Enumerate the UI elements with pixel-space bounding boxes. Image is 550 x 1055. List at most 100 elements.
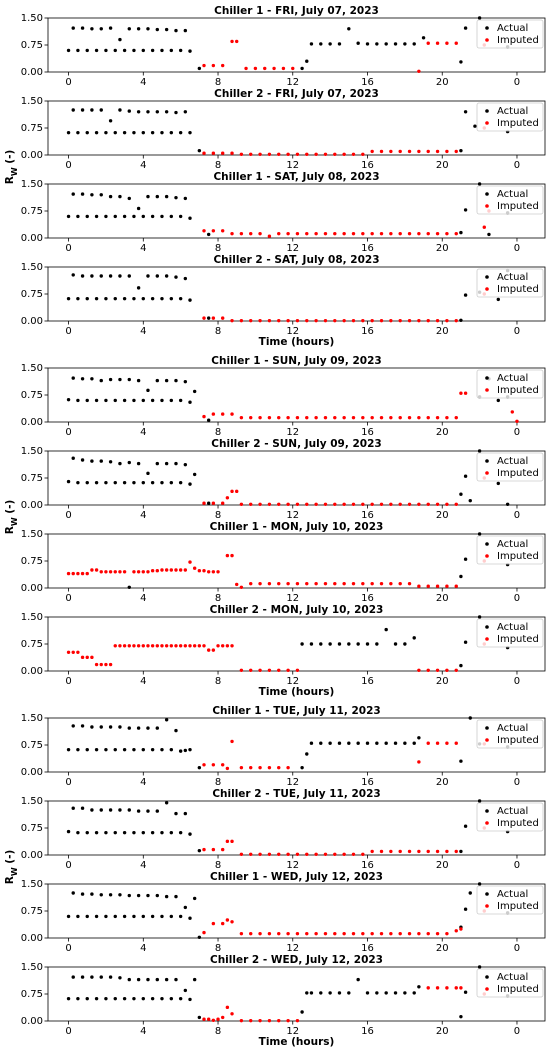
data-point	[164, 274, 169, 278]
data-point	[459, 391, 463, 395]
data-point	[118, 808, 122, 812]
data-point	[122, 130, 127, 135]
data-point	[155, 274, 160, 278]
x-tick-label: 8	[215, 860, 221, 871]
data-point	[337, 991, 342, 995]
y-tick-label: 0.00	[21, 767, 43, 778]
data-point	[183, 110, 188, 114]
data-point	[323, 231, 328, 236]
data-point	[118, 108, 122, 112]
data-point	[127, 377, 131, 382]
data-point	[454, 929, 458, 933]
legend-box	[476, 19, 544, 49]
data-point	[66, 996, 71, 1001]
data-point	[435, 584, 440, 588]
data-point	[258, 765, 262, 770]
legend-box	[476, 102, 544, 132]
data-point	[76, 48, 80, 53]
data-point	[426, 931, 430, 936]
legend-box	[476, 618, 544, 648]
data-point	[85, 655, 89, 660]
data-point	[454, 318, 458, 323]
data-point	[267, 765, 272, 770]
x-tick-label: 16	[361, 326, 374, 337]
y-tick-label: 0.00	[21, 150, 43, 161]
data-point	[445, 668, 449, 672]
data-point	[80, 108, 85, 112]
x-tick-label: 12	[286, 510, 299, 521]
data-point	[267, 502, 272, 506]
y-tick-label: 0.00	[21, 316, 43, 327]
data-point	[370, 415, 374, 420]
data-point	[426, 231, 430, 236]
data-point	[108, 808, 113, 812]
data-point	[286, 852, 290, 856]
legend-label: Actual	[497, 806, 528, 817]
data-point	[454, 584, 458, 588]
data-point	[435, 415, 440, 420]
data-point	[174, 110, 178, 115]
x-tick-label: 0	[514, 860, 520, 871]
data-point	[230, 231, 234, 236]
data-point	[174, 378, 178, 383]
data-point	[417, 149, 421, 154]
data-point	[463, 391, 468, 395]
x-tick-label: 12	[286, 943, 299, 954]
y-tick-label: 0.00	[21, 233, 43, 244]
data-point	[286, 581, 290, 586]
data-point	[160, 996, 164, 1001]
data-point	[249, 231, 253, 236]
data-point	[127, 196, 131, 201]
x-tick-label: 4	[140, 943, 146, 954]
data-point	[277, 415, 281, 420]
data-point	[211, 763, 216, 767]
data-point	[71, 571, 75, 576]
data-point	[174, 195, 178, 200]
data-point	[108, 893, 113, 897]
x-tick-label: 8	[215, 1026, 221, 1037]
data-point	[85, 480, 89, 485]
data-point	[118, 976, 122, 980]
data-point	[230, 151, 234, 155]
x-tick-label: 0	[514, 427, 520, 438]
x-tick-label: 0	[65, 160, 71, 171]
data-point	[104, 830, 108, 835]
data-point	[150, 214, 155, 219]
data-point	[127, 808, 131, 812]
data-point	[160, 747, 164, 752]
data-point	[150, 569, 155, 573]
data-point	[178, 214, 183, 219]
data-point	[496, 481, 500, 486]
data-point	[146, 388, 150, 393]
data-point	[211, 151, 216, 155]
data-point	[85, 398, 89, 403]
data-point	[113, 914, 117, 919]
x-tick-label: 16	[361, 943, 374, 954]
x-tick-label: 16	[361, 510, 374, 521]
data-point	[141, 570, 145, 574]
data-point	[80, 377, 85, 381]
data-point	[220, 501, 225, 505]
data-point	[463, 474, 468, 478]
data-point	[132, 914, 136, 919]
data-point	[379, 931, 384, 936]
data-point	[202, 63, 206, 68]
data-point	[258, 581, 262, 586]
data-point	[463, 293, 468, 297]
y-tick-label: 1.50	[21, 713, 43, 724]
x-axis-label: Time (hours)	[259, 1036, 335, 1048]
data-point	[66, 829, 71, 834]
chart-title: Chiller 1 - SUN, July 09, 2023	[211, 355, 381, 367]
data-point	[99, 459, 103, 463]
x-tick-label: 0	[65, 777, 71, 788]
data-point	[314, 852, 318, 856]
data-point	[113, 570, 117, 574]
data-point	[66, 571, 71, 576]
chart-title: Chiller 2 - TUE, July 11, 2023	[212, 788, 380, 800]
data-point	[202, 151, 206, 155]
data-point	[122, 48, 127, 53]
data-point	[141, 296, 145, 301]
data-point	[258, 668, 262, 672]
data-point	[426, 741, 430, 745]
legend-marker	[485, 376, 489, 380]
